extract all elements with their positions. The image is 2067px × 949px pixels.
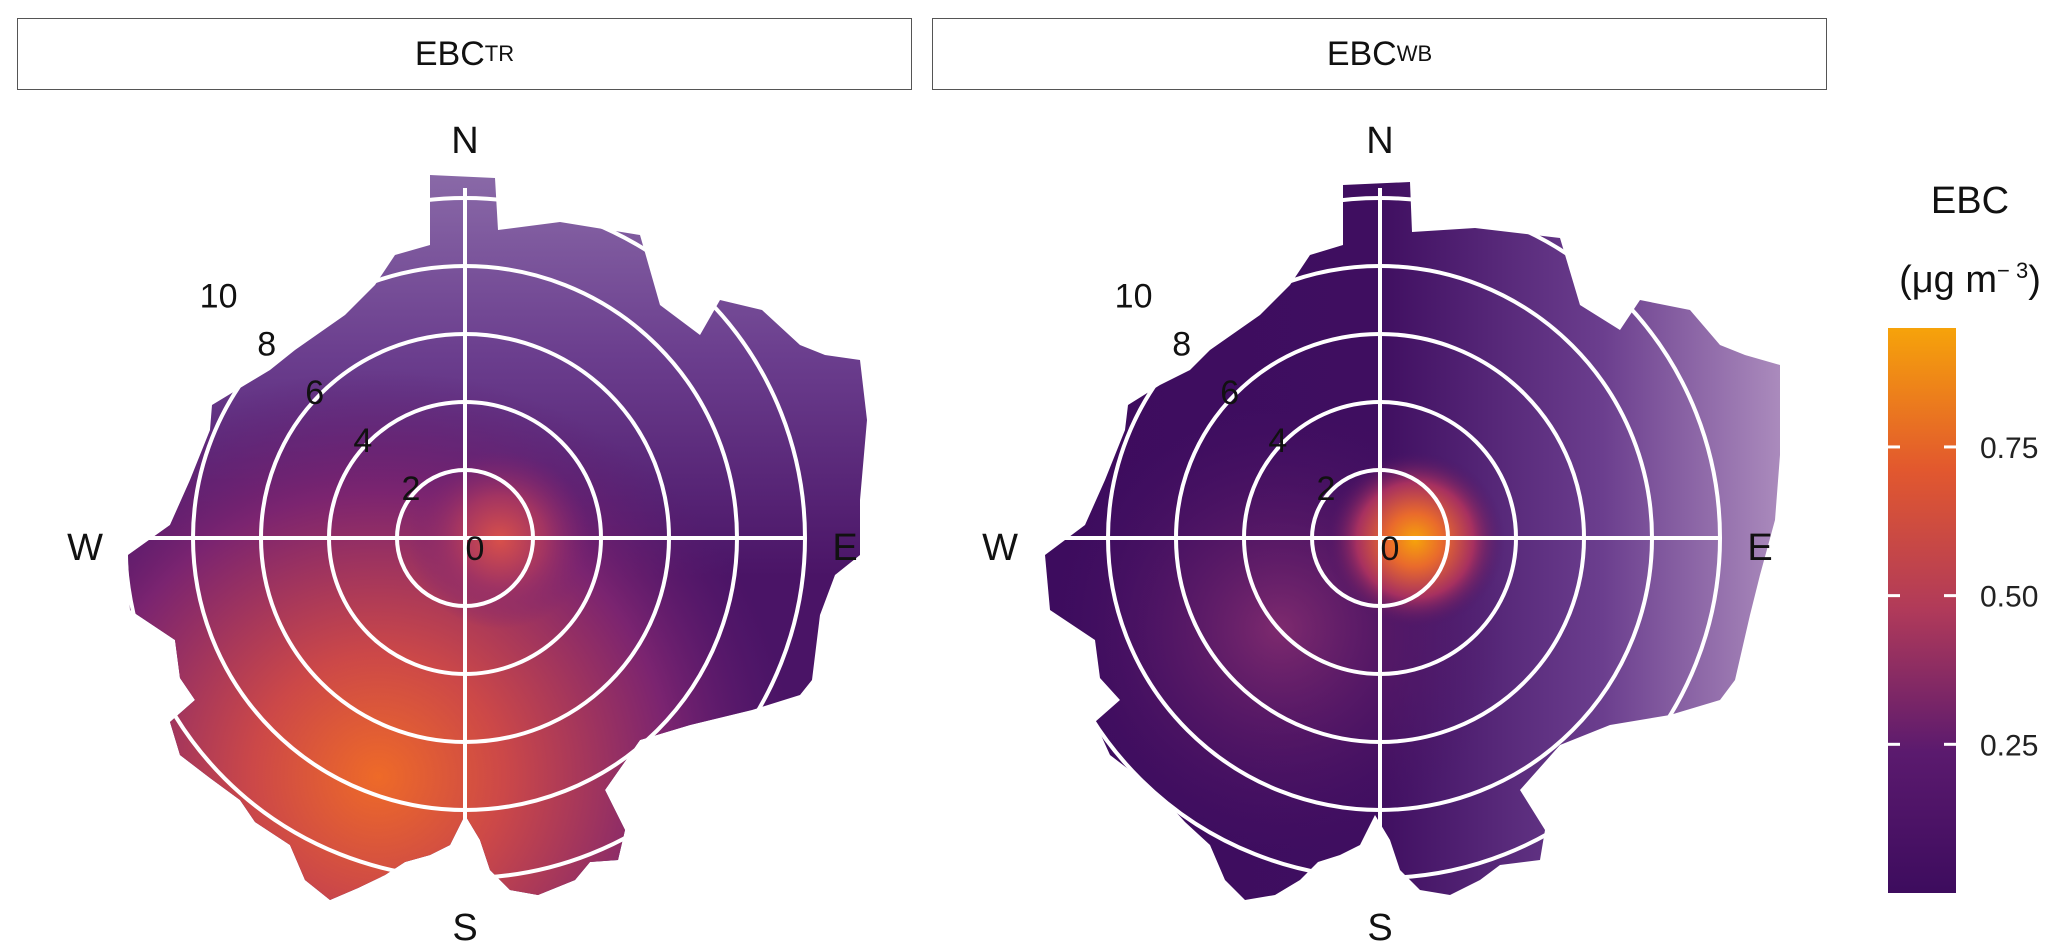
radial-label-tr-0: 0 — [466, 530, 485, 568]
panel-subscript-tr: TR — [484, 41, 515, 66]
radial-label-tr-8: 8 — [257, 326, 276, 364]
panel-strip-wb: EBC WB — [932, 18, 1827, 90]
legend-title: EBC — [1930, 180, 2010, 222]
radial-label-wb-0: 0 — [1381, 530, 1400, 568]
compass-label-wb-w: W — [982, 527, 1018, 569]
radial-label-wb-6: 6 — [1220, 374, 1239, 412]
panel-subscript-wb: WB — [1396, 41, 1433, 66]
compass-label-wb-e: E — [1747, 527, 1772, 569]
radial-label-tr-2: 2 — [401, 470, 420, 508]
compass-label-tr-w: W — [67, 527, 103, 569]
radial-label-tr-6: 6 — [305, 374, 324, 412]
panel-title-tr: EBC — [414, 34, 485, 73]
panel-strip-tr: EBC TR — [17, 18, 912, 90]
radial-label-tr-4: 4 — [353, 422, 372, 460]
radial-label-wb-10: 10 — [1115, 278, 1153, 316]
legend-unit-suffix: ) — [2028, 259, 2041, 301]
radial-label-wb-4: 4 — [1268, 422, 1287, 460]
compass-label-tr-n: N — [451, 120, 478, 162]
radial-label-wb-2: 2 — [1316, 470, 1335, 508]
radial-label-wb-8: 8 — [1172, 326, 1191, 364]
legend-unit-prefix: (μg m — [1899, 259, 1998, 301]
legend-colorbar — [1888, 328, 1956, 893]
compass-label-tr-s: S — [452, 907, 477, 949]
compass-label-wb-s: S — [1367, 907, 1392, 949]
legend-unit: (μg m− 3) — [1880, 258, 2060, 302]
legend-unit-exp: − 3 — [1997, 258, 2029, 283]
compass-label-tr-e: E — [832, 527, 857, 569]
radial-label-tr-10: 10 — [200, 278, 238, 316]
legend-tick-label-0: 0.25 — [1980, 729, 2038, 762]
legend-tick-label-2: 0.75 — [1980, 432, 2038, 465]
panel-title-wb: EBC — [1326, 34, 1397, 73]
compass-label-wb-n: N — [1366, 120, 1393, 162]
legend-tick-label-1: 0.50 — [1980, 581, 2038, 614]
